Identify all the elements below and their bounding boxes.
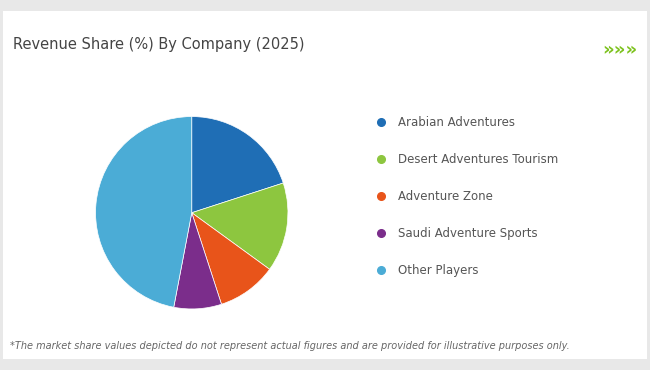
Text: Other Players: Other Players xyxy=(398,263,478,277)
Text: Arabian Adventures: Arabian Adventures xyxy=(398,115,515,129)
Text: Saudi Adventure Sports: Saudi Adventure Sports xyxy=(398,226,538,240)
Text: Revenue Share (%) By Company (2025): Revenue Share (%) By Company (2025) xyxy=(13,37,304,52)
Wedge shape xyxy=(192,213,270,304)
Text: *The market share values depicted do not represent actual figures and are provid: *The market share values depicted do not… xyxy=(10,341,569,351)
Wedge shape xyxy=(96,117,192,307)
Text: Adventure Zone: Adventure Zone xyxy=(398,189,493,203)
Wedge shape xyxy=(192,183,288,269)
Text: »»»: »»» xyxy=(602,41,637,59)
Wedge shape xyxy=(174,213,222,309)
Wedge shape xyxy=(192,117,283,213)
Text: Desert Adventures Tourism: Desert Adventures Tourism xyxy=(398,152,558,166)
